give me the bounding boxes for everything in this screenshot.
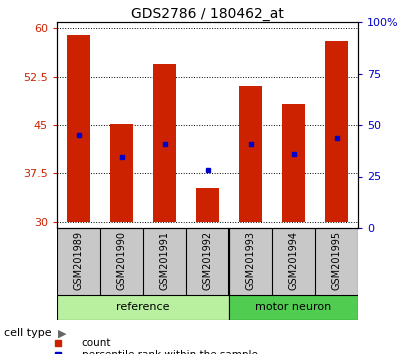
Bar bbox=[57, 295, 229, 320]
Text: GSM201994: GSM201994 bbox=[289, 232, 298, 290]
Bar bbox=[153, 64, 176, 222]
Text: GSM201992: GSM201992 bbox=[203, 232, 213, 291]
Bar bbox=[110, 124, 133, 222]
Bar bbox=[67, 35, 90, 222]
Text: GSM201995: GSM201995 bbox=[332, 232, 341, 291]
Bar bbox=[229, 295, 358, 320]
Text: ▶: ▶ bbox=[58, 328, 66, 338]
Text: motor neuron: motor neuron bbox=[256, 303, 332, 313]
Text: GSM201989: GSM201989 bbox=[74, 232, 84, 290]
Text: GSM201993: GSM201993 bbox=[246, 232, 256, 290]
Text: GSM201991: GSM201991 bbox=[160, 232, 170, 290]
Text: reference: reference bbox=[116, 303, 170, 313]
Text: percentile rank within the sample: percentile rank within the sample bbox=[82, 350, 258, 354]
Bar bbox=[196, 188, 219, 222]
Bar bbox=[239, 86, 262, 222]
Bar bbox=[325, 41, 348, 222]
Text: GSM201990: GSM201990 bbox=[117, 232, 127, 290]
Bar bbox=[282, 104, 305, 222]
Title: GDS2786 / 180462_at: GDS2786 / 180462_at bbox=[131, 7, 284, 21]
Text: cell type: cell type bbox=[4, 328, 52, 338]
Text: count: count bbox=[82, 338, 111, 348]
